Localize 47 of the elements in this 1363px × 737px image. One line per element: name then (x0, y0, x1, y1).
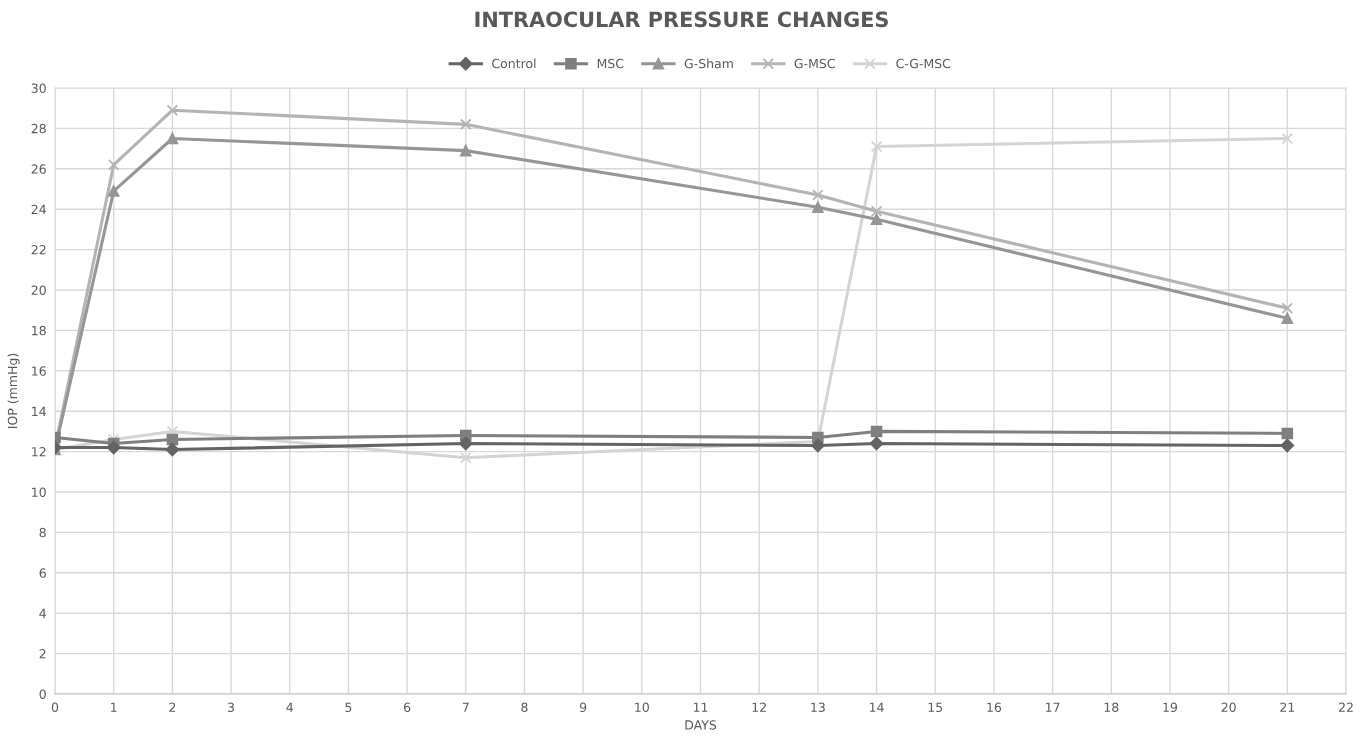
x-tick-label: 1 (111, 702, 117, 712)
y-tick-label: 18 (32, 325, 46, 336)
x-tick-label: 2 (169, 702, 176, 712)
y-tick-label: 30 (31, 83, 46, 93)
legend-label: G-Sham (684, 58, 733, 69)
legend-label: Control (492, 58, 536, 69)
x-tick-label: 10 (635, 702, 649, 713)
legend-label: MSC (597, 58, 624, 69)
y-tick-label: 12 (32, 447, 46, 457)
x-tick-label: 16 (987, 702, 1002, 713)
x-tick-label: 3 (228, 702, 235, 713)
y-tick-label: 10 (32, 487, 46, 497)
y-tick-label: 4 (39, 608, 46, 618)
x-tick-label: 15 (928, 702, 943, 713)
x-tick-label: 9 (579, 702, 587, 713)
y-tick-label: 2 (39, 649, 46, 659)
x-tick-label: 4 (286, 702, 293, 712)
y-tick-label: 22 (31, 245, 46, 255)
x-tick-label: 6 (403, 702, 411, 713)
y-tick-label: 8 (39, 527, 46, 538)
x-tick-label: 12 (752, 702, 766, 712)
x-axis-title: DAYS (685, 720, 717, 730)
x-tick-label: 13 (811, 702, 825, 713)
x-tick-label: 21 (1280, 702, 1295, 712)
y-tick-label: 16 (32, 366, 46, 376)
chart-title: INTRAOCULAR PRESSURE CHANGES (475, 11, 888, 28)
x-tick-label: 7 (462, 702, 469, 712)
x-tick-label: 5 (345, 702, 352, 713)
legend-label: G-MSC (794, 58, 835, 69)
y-tick-label: 20 (31, 285, 46, 295)
x-tick-label: 8 (521, 702, 528, 713)
x-tick-label: 14 (869, 702, 884, 712)
y-axis-title: IOP (mmHg) (7, 353, 20, 429)
x-tick-label: 11 (693, 702, 708, 712)
x-tick-label: 22 (1338, 702, 1353, 712)
x-tick-label: 17 (1046, 702, 1060, 712)
y-tick-label: 26 (31, 164, 46, 174)
x-tick-label: 0 (51, 702, 59, 713)
y-tick-label: 24 (31, 204, 46, 214)
x-tick-label: 19 (1163, 702, 1178, 713)
x-tick-label: 20 (1221, 702, 1236, 713)
y-tick-label: 14 (32, 406, 46, 416)
x-tick-label: 18 (1104, 702, 1119, 713)
y-tick-label: 28 (31, 123, 46, 134)
y-tick-label: 0 (39, 689, 46, 699)
legend-label: C-G-MSC (896, 58, 951, 69)
y-tick-label: 6 (39, 568, 46, 578)
